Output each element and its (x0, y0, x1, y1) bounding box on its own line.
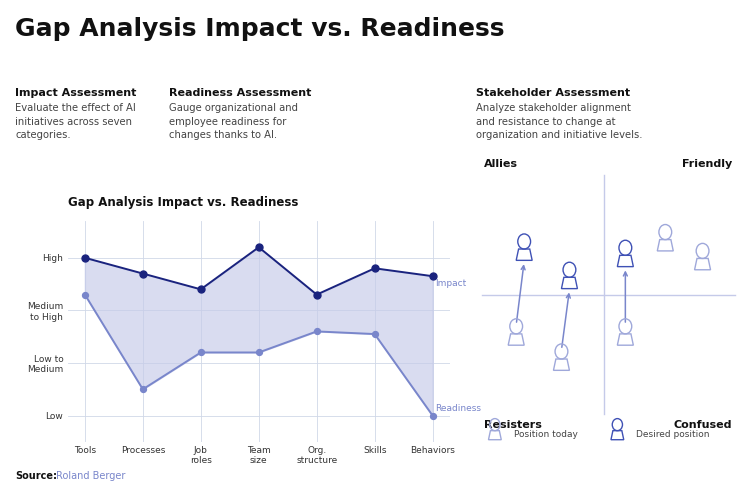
Point (195, 349, 207, 356)
Text: Impact: Impact (436, 279, 466, 288)
Text: Confused: Confused (674, 420, 732, 430)
Text: Readiness Assessment: Readiness Assessment (169, 88, 311, 98)
Text: Impact Assessment: Impact Assessment (15, 88, 136, 98)
Text: Position today: Position today (514, 430, 578, 439)
Text: Gauge organizational and
employee readiness for
changes thanks to AI.: Gauge organizational and employee readin… (169, 103, 298, 140)
Text: Evaluate the effect of AI
initiatives across seven
categories.: Evaluate the effect of AI initiatives ac… (15, 103, 136, 140)
Text: Stakeholder Assessment: Stakeholder Assessment (476, 88, 630, 98)
Text: Analyze stakeholder alignment
and resistance to change at
organization and initi: Analyze stakeholder alignment and resist… (476, 103, 643, 140)
Text: Desired position: Desired position (636, 430, 710, 439)
Point (253, 244, 265, 251)
Point (369, 330, 381, 338)
Point (253, 349, 265, 356)
Point (136, 270, 148, 277)
Point (310, 291, 322, 299)
Point (195, 285, 207, 293)
Text: Friendly: Friendly (682, 159, 732, 169)
Text: Gap Analysis Impact vs. Readiness: Gap Analysis Impact vs. Readiness (68, 196, 298, 209)
Point (79, 254, 91, 262)
Point (79, 291, 91, 299)
Text: Roland Berger: Roland Berger (56, 471, 125, 481)
Text: Readiness: Readiness (436, 404, 482, 413)
Text: Gap Analysis Impact vs. Readiness: Gap Analysis Impact vs. Readiness (15, 17, 505, 41)
Point (369, 264, 381, 272)
Point (427, 411, 439, 419)
Text: Resisters: Resisters (484, 420, 542, 430)
Text: Source:: Source: (15, 471, 57, 481)
Text: Allies: Allies (484, 159, 518, 169)
Point (427, 272, 439, 280)
Point (310, 327, 322, 335)
Point (136, 385, 148, 393)
